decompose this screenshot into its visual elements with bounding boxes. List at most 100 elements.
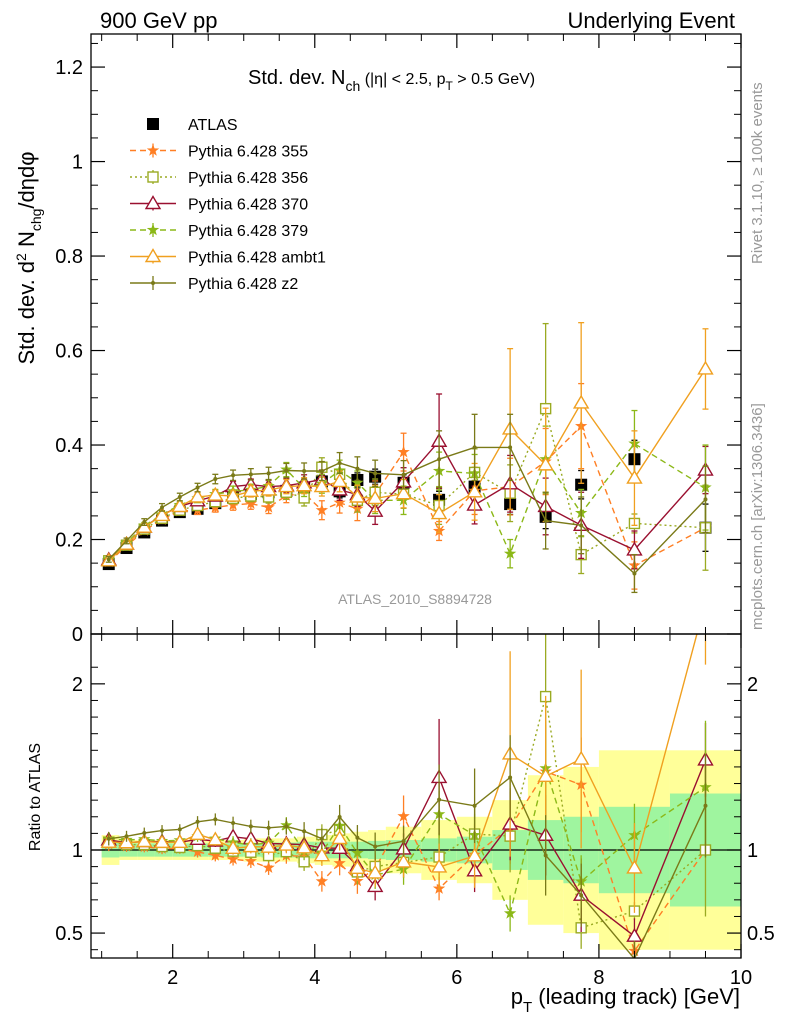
data-point [207, 486, 224, 501]
data-point [189, 488, 206, 503]
data-point [575, 478, 588, 491]
ratio-point-shape [295, 839, 313, 854]
ratio-point [209, 848, 222, 861]
data-point-shape [160, 505, 165, 510]
ratio-point-shape [395, 853, 412, 868]
data-point-shape [626, 469, 643, 484]
ratio-point [153, 833, 171, 849]
legend-marker-shape [146, 223, 160, 236]
data-point [466, 483, 483, 498]
legend-entry: Pythia 6.428 356 [130, 170, 308, 187]
legend-entry: Pythia 6.428 379 [130, 223, 308, 240]
legend-label: Pythia 6.428 370 [188, 197, 308, 214]
ratio-point-shape [472, 803, 477, 808]
data-point [508, 445, 513, 450]
ratio-point [136, 833, 153, 848]
main-y-tick-label: 0 [72, 624, 83, 646]
data-point-shape [266, 471, 271, 476]
ratio-point-shape [543, 853, 548, 858]
data-point [397, 445, 410, 458]
ratio-point [160, 828, 165, 833]
ratio-point [171, 833, 189, 848]
data-point [244, 497, 257, 509]
data-point [302, 469, 307, 474]
ratio-point [366, 864, 384, 879]
legend-entry: Pythia 6.428 ambt1 [130, 248, 326, 267]
data-point-shape [248, 472, 253, 477]
ratio-point-shape [262, 861, 275, 873]
data-point-shape [401, 472, 406, 477]
data-point [632, 571, 637, 576]
ratio-point-shape [373, 844, 378, 849]
data-point [262, 500, 275, 513]
data-point-shape [302, 469, 307, 474]
ratio-point-shape [142, 830, 147, 835]
data-point-shape [395, 485, 412, 500]
ratio-point-shape [124, 834, 129, 839]
ratio-point [295, 839, 313, 854]
ratio-point [319, 836, 324, 841]
data-point [537, 456, 554, 471]
data-point [142, 520, 147, 525]
data-point [401, 472, 406, 477]
ratio-point-shape [207, 831, 224, 846]
legend-marker-shape [147, 171, 159, 183]
ratio-point-shape [136, 833, 153, 848]
data-point [313, 478, 331, 493]
legend-label: Pythia 6.428 356 [188, 170, 308, 187]
ratio-point-shape [260, 838, 277, 853]
data-point-shape [142, 520, 147, 525]
data-point-shape [351, 476, 364, 489]
data-point [315, 503, 329, 516]
ratio-line [108, 696, 706, 929]
ratio-point [262, 861, 275, 873]
legend-marker [147, 118, 159, 130]
header-right-label: Underlying Event [567, 8, 735, 33]
ratio-point-shape [266, 825, 271, 830]
ratio-point [226, 852, 240, 865]
ratio-series-6 [106, 735, 708, 958]
ratio-point-shape [537, 767, 554, 783]
ratio-point-shape [284, 824, 289, 829]
ratio-point-shape [430, 858, 448, 873]
ratio-point [302, 829, 307, 834]
data-point-shape [262, 500, 275, 513]
rivet-info-label: Rivet 3.1.10, ≥ 100k events [749, 82, 766, 264]
ratio-point [333, 856, 346, 869]
ratio-point [189, 825, 206, 841]
data-point [337, 460, 342, 465]
ratio-point-shape [333, 856, 346, 869]
ratio-point [124, 834, 129, 839]
ratio-point [142, 830, 147, 835]
main-y-tick-label: 0.6 [55, 341, 83, 363]
data-point [106, 557, 111, 562]
data-point-shape [153, 507, 171, 522]
data-point-shape [349, 488, 366, 503]
series-line [108, 406, 706, 562]
ratio-point [331, 830, 348, 845]
ratio-point [260, 838, 277, 853]
ratio-plot-frame [90, 633, 742, 959]
legend-marker-shape [147, 118, 159, 130]
data-point [333, 496, 346, 508]
ratio-point [284, 824, 289, 829]
data-point [278, 478, 295, 493]
header-left-label: 900 GeV pp [100, 8, 217, 33]
ratio-point [503, 906, 517, 919]
data-point [284, 468, 289, 473]
ratio-point-shape [248, 824, 253, 829]
data-point-shape [508, 445, 513, 450]
ratio-point [626, 859, 643, 874]
ratio-point [242, 838, 260, 853]
ratio-point [437, 797, 442, 802]
data-point [366, 490, 384, 505]
ratio-point-shape [626, 859, 643, 874]
ratio-point [351, 846, 364, 859]
data-point [242, 482, 260, 498]
ratio-point [278, 836, 295, 851]
data-point [171, 498, 189, 513]
ratio-point [313, 847, 331, 862]
series-layer [100, 322, 714, 594]
ratio-point [224, 839, 242, 854]
